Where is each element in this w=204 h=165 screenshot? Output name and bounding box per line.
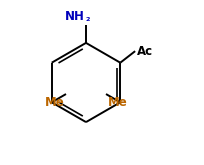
Text: Me: Me: [44, 96, 64, 109]
Text: Me: Me: [107, 96, 127, 109]
Text: ₂: ₂: [85, 13, 89, 23]
Text: NH: NH: [65, 10, 85, 23]
Text: Ac: Ac: [136, 45, 152, 58]
